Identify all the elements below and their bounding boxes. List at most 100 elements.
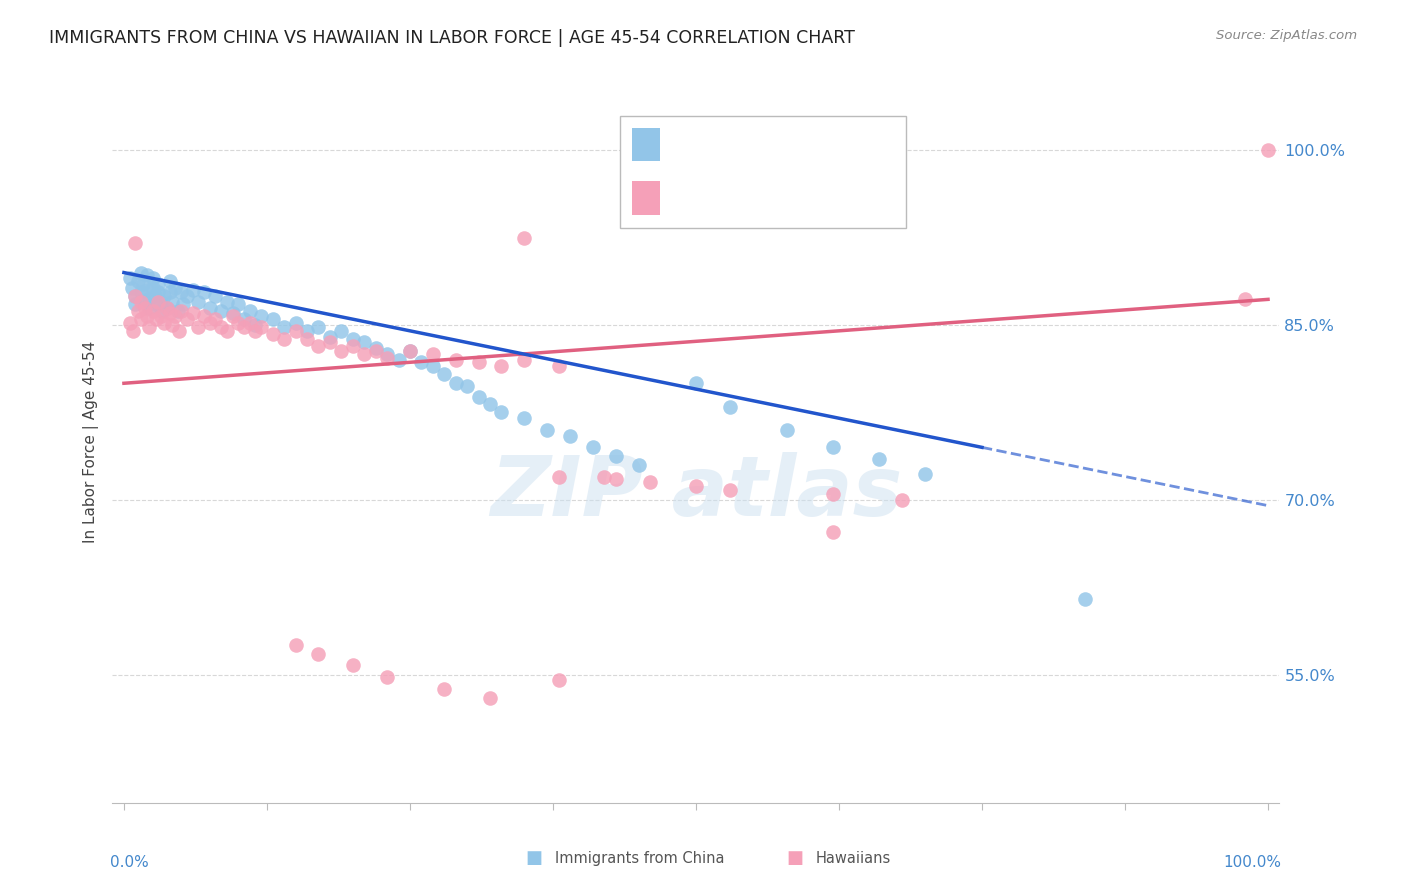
Point: [295, 332, 318, 346]
Text: ■: ■: [526, 849, 543, 867]
Point: [638, 475, 661, 490]
Point: [221, 306, 243, 320]
Point: [718, 483, 741, 498]
Point: [262, 312, 284, 326]
Point: [124, 297, 146, 311]
Point: [129, 294, 152, 309]
Point: [250, 320, 273, 334]
Point: [176, 289, 198, 303]
Point: [187, 294, 209, 309]
Point: [422, 359, 444, 373]
Point: [856, 190, 879, 204]
Point: [399, 343, 422, 358]
Point: [215, 324, 238, 338]
Point: [145, 312, 167, 326]
Point: [127, 304, 149, 318]
Point: [547, 673, 569, 688]
Point: [433, 681, 456, 696]
Point: [204, 312, 226, 326]
Point: [239, 316, 262, 330]
Point: [159, 285, 181, 300]
Point: [387, 353, 409, 368]
Point: [627, 458, 650, 472]
Text: Hawaiians: Hawaiians: [815, 851, 891, 865]
Point: [221, 309, 243, 323]
Point: [129, 285, 152, 300]
Point: [187, 320, 209, 334]
Point: [172, 297, 194, 311]
Point: [685, 479, 707, 493]
Point: [823, 487, 845, 501]
Y-axis label: In Labor Force | Age 45-54: In Labor Force | Age 45-54: [83, 341, 98, 542]
Point: [156, 301, 179, 315]
Point: [718, 400, 741, 414]
Point: [250, 309, 273, 323]
Point: [138, 301, 160, 315]
Point: [233, 312, 256, 326]
Point: [135, 283, 157, 297]
Point: [444, 376, 467, 391]
Point: [342, 339, 364, 353]
Point: [156, 301, 179, 315]
Point: [295, 324, 318, 338]
Point: [399, 343, 422, 358]
Point: [121, 281, 143, 295]
Point: [342, 332, 364, 346]
Point: [198, 301, 221, 315]
Point: [364, 341, 387, 355]
Point: [776, 423, 799, 437]
Point: [215, 294, 238, 309]
Point: [547, 359, 569, 373]
Point: [198, 316, 221, 330]
Point: [135, 268, 157, 282]
Point: [513, 353, 536, 368]
Point: [141, 304, 163, 318]
Point: [138, 320, 160, 334]
Point: [150, 304, 173, 318]
Text: Immigrants from China: Immigrants from China: [555, 851, 725, 865]
Point: [141, 271, 163, 285]
Point: [122, 324, 145, 338]
Point: [124, 289, 146, 303]
Point: [170, 304, 193, 318]
Point: [284, 639, 307, 653]
Point: [181, 306, 204, 320]
Point: [456, 378, 478, 392]
Point: [165, 281, 187, 295]
Point: [181, 283, 204, 297]
Point: [149, 309, 172, 323]
Point: [166, 304, 188, 318]
Point: [375, 670, 398, 684]
Point: [685, 376, 707, 391]
Point: [273, 332, 295, 346]
Point: [127, 274, 149, 288]
Point: [467, 390, 489, 404]
Point: [1074, 591, 1097, 606]
Point: [167, 324, 190, 338]
Point: [823, 441, 845, 455]
Point: [159, 306, 181, 320]
Point: [422, 347, 444, 361]
Point: [1234, 293, 1257, 307]
Point: [364, 343, 387, 358]
Point: [148, 277, 170, 292]
Point: [605, 449, 627, 463]
Point: [375, 351, 398, 365]
Point: [868, 452, 890, 467]
Point: [204, 289, 226, 303]
Point: [330, 324, 353, 338]
Point: [245, 324, 267, 338]
Point: [330, 343, 353, 358]
Point: [170, 285, 193, 300]
Point: [547, 469, 569, 483]
Point: [467, 355, 489, 369]
Point: [148, 285, 170, 300]
Text: 100.0%: 100.0%: [1223, 855, 1282, 870]
Point: [536, 423, 558, 437]
Point: [479, 690, 502, 705]
Point: [284, 316, 307, 330]
Point: [319, 329, 342, 343]
Point: [165, 309, 187, 323]
Point: [228, 316, 250, 330]
Point: [558, 428, 581, 442]
